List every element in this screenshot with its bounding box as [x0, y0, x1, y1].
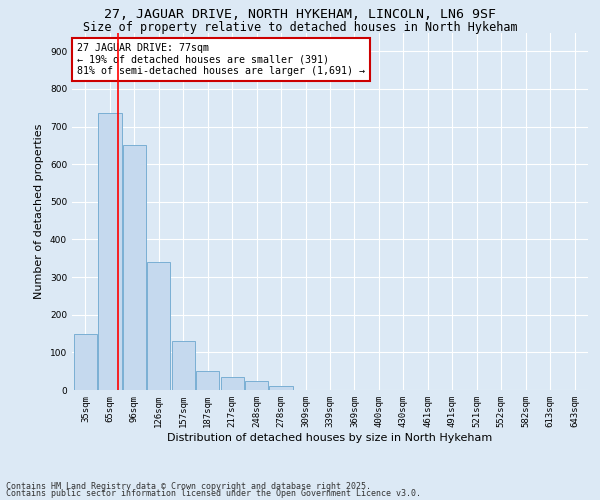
Bar	[196, 371, 220, 390]
Text: Size of property relative to detached houses in North Hykeham: Size of property relative to detached ho…	[83, 21, 517, 34]
Y-axis label: Number of detached properties: Number of detached properties	[34, 124, 44, 299]
Bar	[172, 341, 195, 390]
Bar	[98, 114, 122, 390]
Text: Contains HM Land Registry data © Crown copyright and database right 2025.: Contains HM Land Registry data © Crown c…	[6, 482, 371, 491]
Bar	[147, 262, 170, 390]
Text: 27, JAGUAR DRIVE, NORTH HYKEHAM, LINCOLN, LN6 9SF: 27, JAGUAR DRIVE, NORTH HYKEHAM, LINCOLN…	[104, 8, 496, 20]
Bar	[269, 386, 293, 390]
Text: 27 JAGUAR DRIVE: 77sqm
← 19% of detached houses are smaller (391)
81% of semi-de: 27 JAGUAR DRIVE: 77sqm ← 19% of detached…	[77, 43, 365, 76]
Bar	[221, 377, 244, 390]
Text: Contains public sector information licensed under the Open Government Licence v3: Contains public sector information licen…	[6, 489, 421, 498]
Bar	[245, 380, 268, 390]
Bar	[74, 334, 97, 390]
X-axis label: Distribution of detached houses by size in North Hykeham: Distribution of detached houses by size …	[167, 432, 493, 442]
Bar	[123, 146, 146, 390]
